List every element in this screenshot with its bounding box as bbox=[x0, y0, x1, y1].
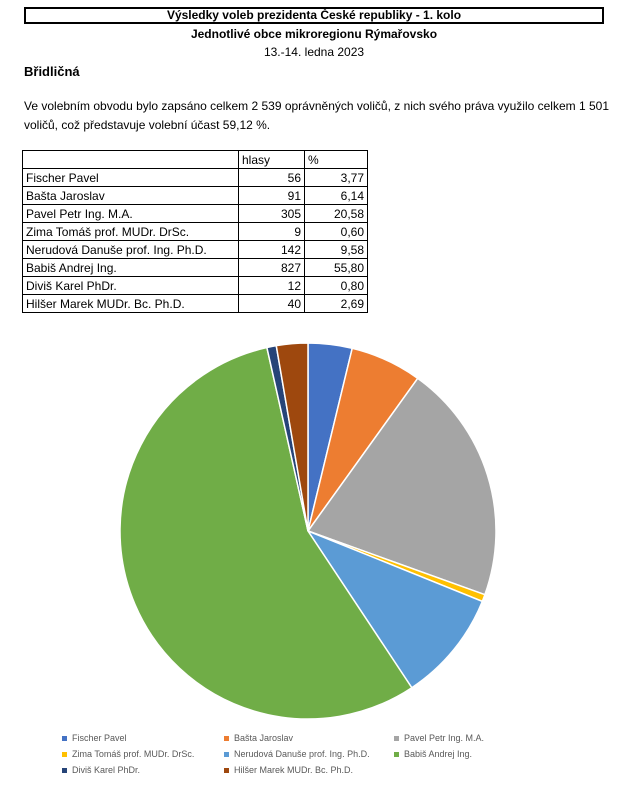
candidate-percent: 0,80 bbox=[304, 276, 368, 295]
vote-pie-chart bbox=[119, 342, 497, 720]
candidate-percent: 20,58 bbox=[304, 204, 368, 223]
legend-label: Bašta Jaroslav bbox=[234, 733, 294, 743]
legend-label: Pavel Petr Ing. M.A. bbox=[404, 733, 485, 743]
candidate-votes: 305 bbox=[238, 204, 305, 223]
municipality-name: Břidličná bbox=[24, 64, 80, 79]
candidate-votes: 56 bbox=[238, 168, 305, 187]
legend-item: Bašta Jaroslav bbox=[224, 733, 394, 743]
header-percent: % bbox=[304, 150, 368, 169]
candidate-percent: 55,80 bbox=[304, 258, 368, 277]
candidate-name: Fischer Pavel bbox=[22, 168, 239, 187]
candidate-votes: 827 bbox=[238, 258, 305, 277]
candidate-percent: 6,14 bbox=[304, 186, 368, 205]
legend-item: Nerudová Danuše prof. Ing. Ph.D. bbox=[224, 749, 394, 759]
table-row: Diviš Karel PhDr. 12 0,80 bbox=[22, 276, 368, 295]
candidate-name: Hilšer Marek MUDr. Bc. Ph.D. bbox=[22, 294, 239, 313]
legend-item: Pavel Petr Ing. M.A. bbox=[394, 733, 574, 743]
legend-swatch bbox=[394, 751, 399, 757]
table-row: Bašta Jaroslav 91 6,14 bbox=[22, 186, 368, 205]
legend-label: Babiš Andrej Ing. bbox=[404, 749, 473, 759]
candidate-name: Nerudová Danuše prof. Ing. Ph.D. bbox=[22, 240, 239, 259]
header-votes: hlasy bbox=[238, 150, 305, 169]
legend-swatch bbox=[62, 751, 67, 757]
candidate-votes: 91 bbox=[238, 186, 305, 205]
pie-slice bbox=[306, 377, 497, 596]
candidate-percent: 9,58 bbox=[304, 240, 368, 259]
legend-label: Hilšer Marek MUDr. Bc. Ph.D. bbox=[234, 765, 354, 775]
legend-label: Nerudová Danuše prof. Ing. Ph.D. bbox=[234, 749, 370, 759]
table-row: Hilšer Marek MUDr. Bc. Ph.D. 40 2,69 bbox=[22, 294, 368, 313]
table-row: Fischer Pavel 56 3,77 bbox=[22, 168, 368, 187]
results-table: hlasy % Fischer Pavel 56 3,77 Bašta Jaro… bbox=[22, 150, 368, 313]
legend-swatch bbox=[62, 767, 67, 773]
candidate-percent: 0,60 bbox=[304, 222, 368, 241]
turnout-summary: Ve volebním obvodu bylo zapsáno celkem 2… bbox=[24, 99, 610, 132]
candidate-name: Diviš Karel PhDr. bbox=[22, 276, 239, 295]
pie-slice bbox=[119, 346, 413, 720]
candidate-name: Pavel Petr Ing. M.A. bbox=[22, 204, 239, 223]
legend-swatch bbox=[224, 751, 229, 757]
pie-slice bbox=[306, 529, 484, 689]
candidate-name: Zima Tomáš prof. MUDr. DrSc. bbox=[22, 222, 239, 241]
legend-item: Fischer Pavel bbox=[62, 733, 224, 743]
candidate-name: Babiš Andrej Ing. bbox=[22, 258, 239, 277]
candidate-name: Bašta Jaroslav bbox=[22, 186, 239, 205]
table-row: Pavel Petr Ing. M.A. 305 20,58 bbox=[22, 204, 368, 223]
candidate-votes: 9 bbox=[238, 222, 305, 241]
election-dates: 13.-14. ledna 2023 bbox=[263, 45, 365, 59]
candidate-percent: 3,77 bbox=[304, 168, 368, 187]
legend-item: Zima Tomáš prof. MUDr. DrSc. bbox=[62, 749, 224, 759]
header-name bbox=[22, 150, 239, 169]
legend-label: Zima Tomáš prof. MUDr. DrSc. bbox=[72, 749, 195, 759]
pie-slice bbox=[275, 342, 309, 532]
legend-swatch bbox=[62, 735, 67, 741]
report-subtitle: Jednotlivé obce mikroregionu Rýmařovsko bbox=[190, 27, 438, 41]
table-header-row: hlasy % bbox=[22, 150, 368, 169]
legend-label: Diviš Karel PhDr. bbox=[72, 765, 141, 775]
legend-item: Babiš Andrej Ing. bbox=[394, 749, 574, 759]
candidate-votes: 40 bbox=[238, 294, 305, 313]
table-row: Zima Tomáš prof. MUDr. DrSc. 9 0,60 bbox=[22, 222, 368, 241]
legend-swatch bbox=[224, 735, 229, 741]
chart-legend: Fischer Pavel Bašta Jaroslav Pavel Petr In… bbox=[62, 733, 582, 775]
table-row: Nerudová Danuše prof. Ing. Ph.D. 142 9,5… bbox=[22, 240, 368, 259]
candidate-votes: 142 bbox=[238, 240, 305, 259]
legend-item: Diviš Karel PhDr. bbox=[62, 765, 224, 775]
legend-swatch bbox=[224, 767, 229, 773]
candidate-votes: 12 bbox=[238, 276, 305, 295]
legend-swatch bbox=[394, 735, 399, 741]
candidate-percent: 2,69 bbox=[304, 294, 368, 313]
legend-label: Fischer Pavel bbox=[72, 733, 127, 743]
legend-item: Hilšer Marek MUDr. Bc. Ph.D. bbox=[224, 765, 394, 775]
table-row: Babiš Andrej Ing. 827 55,80 bbox=[22, 258, 368, 277]
report-title: Výsledky voleb prezidenta České republik… bbox=[24, 7, 604, 24]
